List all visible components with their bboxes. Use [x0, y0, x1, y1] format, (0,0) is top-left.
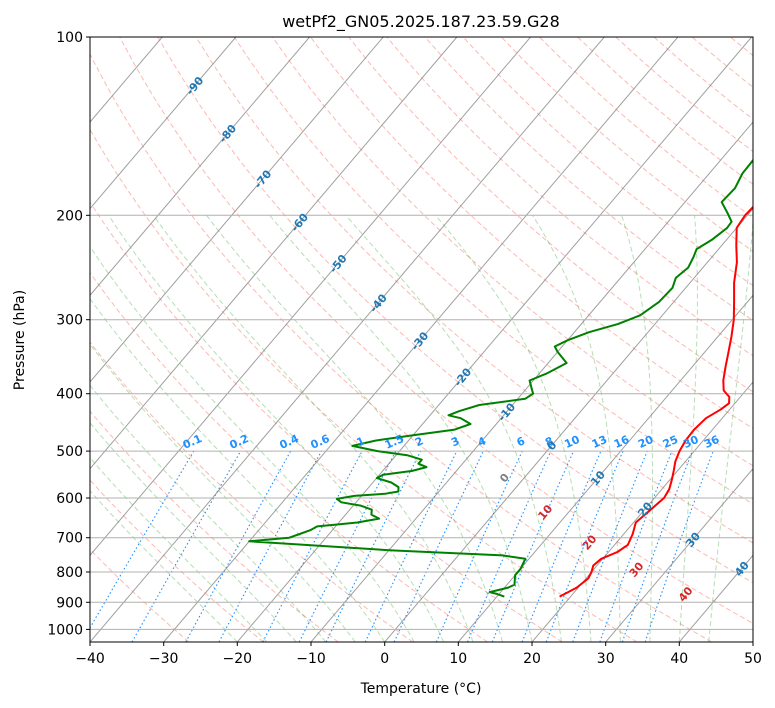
isotherm-line [90, 37, 384, 383]
mixing-ratio-line [218, 450, 322, 642]
mixing-ratio-line [599, 450, 673, 642]
moist-adiabat-line [345, 214, 562, 642]
mixing-ratio-label: 36 [702, 433, 722, 451]
x-tick-label: 20 [523, 651, 541, 667]
x-tick-label: 30 [597, 651, 615, 667]
y-axis: 100 200 300 400 500 600 700 800 900 1000 [47, 30, 90, 638]
moist-adiabat-line [90, 490, 238, 642]
y-tick-label: 500 [56, 444, 83, 460]
isotherm-line [90, 37, 310, 297]
isotherm-line [236, 37, 752, 642]
y-tick-label: 700 [56, 531, 83, 547]
y-tick-label: 600 [56, 491, 83, 507]
mixing-ratio-line [435, 450, 523, 642]
mixing-ratio-label: 10 [562, 433, 582, 451]
y-axis-label: Pressure (hPa) [12, 290, 28, 390]
mixing-ratio-line [545, 450, 624, 642]
moist-adiabat-line [90, 245, 415, 642]
temperature-line [559, 205, 753, 598]
moist-adiabat-line [90, 422, 297, 642]
dry-adiabat-line [119, 37, 753, 624]
mixing-ratio-label: 13 [590, 433, 609, 451]
dry-adiabat-line [157, 37, 753, 584]
isotherm-line [90, 37, 237, 210]
dry-adiabat-line [271, 37, 753, 467]
moist-adiabat-line [206, 214, 503, 642]
mixing-ratio-line [572, 450, 648, 642]
dry-adiabat-line [424, 37, 753, 322]
isotherm-line [457, 294, 753, 642]
x-tick-label: −30 [149, 651, 179, 667]
dry-adiabat-line [462, 37, 753, 287]
dry-adiabat-line [90, 201, 563, 642]
moist-adiabat-line [532, 215, 621, 642]
y-tick-label: 200 [56, 208, 83, 224]
background-lines [90, 37, 753, 642]
mixing-ratio-line [466, 450, 552, 642]
y-tick-label: 800 [56, 565, 83, 581]
dry-adiabat-line [90, 410, 339, 642]
mixing-ratio-label: 30 [681, 433, 701, 451]
isotherm-line [90, 37, 458, 470]
mixing-ratio-line [521, 450, 602, 642]
moist-adiabat-line [90, 457, 268, 642]
moist-adiabat-line [90, 297, 386, 642]
moist-adiabat-line [108, 215, 445, 642]
y-tick-label: 300 [56, 313, 83, 329]
mixing-ratio-label: 16 [612, 433, 632, 451]
series-layer [248, 158, 753, 598]
moist-adiabat-line [153, 215, 474, 642]
moist-adiabat-line [90, 384, 327, 642]
y-tick-label: 1000 [47, 622, 83, 638]
x-tick-label: 0 [380, 651, 389, 667]
moist-adiabat-line [621, 215, 653, 642]
x-tick-label: −20 [223, 651, 253, 667]
x-tick-label: 50 [744, 651, 762, 667]
dry-adiabat-line [386, 37, 753, 357]
x-tick-label: −10 [296, 651, 326, 667]
moist-adiabat-line [90, 343, 356, 642]
mixing-ratio-label: 20 [636, 433, 656, 451]
mixing-ratio-line [325, 450, 422, 642]
mixing-ratio-line [185, 450, 292, 642]
dry-adiabat-line [233, 37, 753, 505]
moist-adiabat-line [269, 214, 533, 642]
x-tick-label: 10 [449, 651, 467, 667]
x-axis: −40 −30 −20 −10 0 10 20 30 40 50 [75, 642, 762, 667]
isotherm-line [90, 37, 531, 557]
dry-adiabat-line [90, 128, 638, 642]
dewpoint-line [248, 158, 753, 598]
isotherm-line [384, 207, 753, 642]
y-tick-label: 400 [56, 387, 83, 403]
pressure-gridlines [90, 37, 753, 630]
x-axis-label: Temperature (°C) [360, 681, 482, 697]
dry-adiabat-line [90, 271, 488, 642]
isotherm-line [531, 381, 753, 642]
moist-adiabat-line [678, 215, 698, 642]
x-tick-label: −40 [75, 651, 105, 667]
isotherm-line [90, 37, 605, 642]
y-tick-label: 100 [56, 30, 83, 46]
moist-adiabat-line [435, 214, 592, 642]
mixing-ratio-label: 25 [661, 433, 680, 451]
moist-adiabat-line [708, 216, 753, 642]
y-tick-label: 900 [56, 595, 83, 611]
mixing-ratio-line [621, 450, 693, 642]
isotherm-line [605, 467, 753, 642]
chart-title: wetPf2_GN05.2025.187.23.59.G28 [282, 12, 560, 32]
x-tick-label: 40 [670, 651, 688, 667]
plot-frame [89, 36, 754, 643]
dry-adiabat-line [310, 37, 753, 430]
dry-adiabat-line [90, 479, 264, 642]
mixing-ratio-line [644, 450, 714, 642]
dry-adiabat-line [90, 52, 712, 642]
